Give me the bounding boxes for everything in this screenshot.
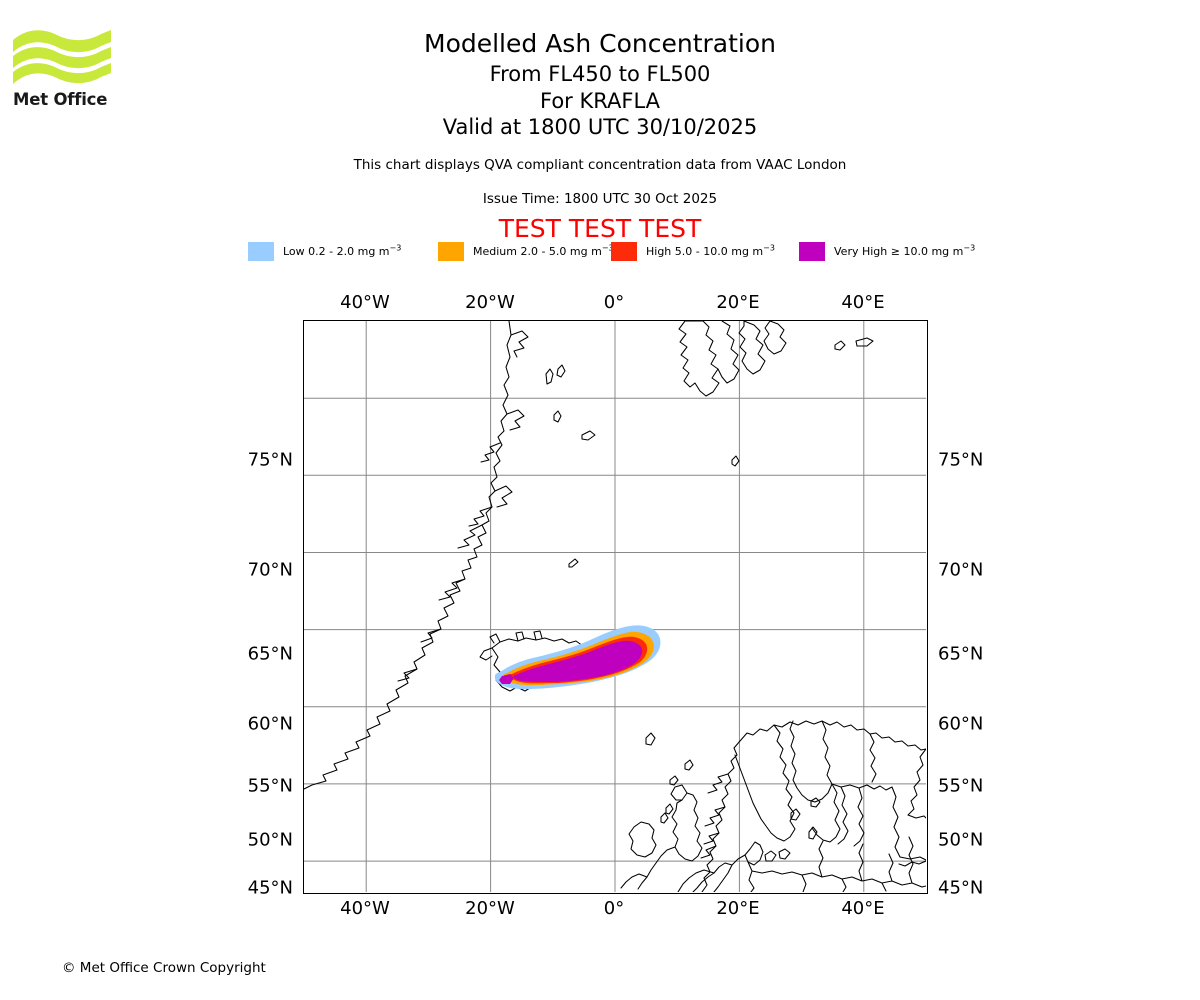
- legend-entry-low: Low 0.2 - 2.0 mg m−3: [248, 240, 401, 262]
- legend-label-medium: Medium 2.0 - 5.0 mg m−3: [473, 242, 614, 258]
- tick-top-20e: 20°E: [716, 292, 760, 313]
- ash-plume-contours: [494, 625, 661, 690]
- legend-entry-very-high: Very High ≥ 10.0 mg m−3: [799, 240, 975, 262]
- tick-bottom-20w: 20°W: [465, 898, 515, 919]
- legend-label-very-high: Very High ≥ 10.0 mg m−3: [834, 242, 976, 258]
- issue-time: Issue Time: 1800 UTC 30 Oct 2025: [482, 191, 718, 207]
- legend-swatch-high: [611, 241, 637, 261]
- tick-bottom-0: 0°: [603, 898, 625, 919]
- met-office-logo: Met Office: [13, 27, 113, 112]
- legend-entry-medium: Medium 2.0 - 5.0 mg m−3: [438, 240, 614, 262]
- ash-contour-very-high: [513, 640, 643, 682]
- met-office-wordmark: Met Office: [13, 90, 108, 109]
- volcano-name: For KRAFLA: [540, 89, 660, 113]
- legend-swatch-low: [248, 241, 274, 261]
- legend-label-high: High 5.0 - 10.0 mg m−3: [646, 242, 775, 258]
- tick-left-45n: 45°N: [247, 877, 293, 899]
- flight-level-range: From FL450 to FL500: [489, 62, 711, 86]
- tick-right-70n: 70°N: [938, 559, 984, 581]
- map-canvas: [304, 321, 926, 892]
- tick-right-55n: 55°N: [938, 775, 984, 797]
- tick-top-40e: 40°E: [841, 292, 885, 313]
- tick-left-75n: 75°N: [247, 449, 293, 471]
- coastlines: [304, 321, 926, 892]
- tick-top-40w: 40°W: [340, 292, 390, 313]
- met-office-wave-icon: [13, 30, 111, 84]
- concentration-legend: Low 0.2 - 2.0 mg m−3 Medium 2.0 - 5.0 mg…: [248, 240, 992, 262]
- tick-left-65n: 65°N: [247, 643, 293, 665]
- qva-note: This chart displays QVA compliant concen…: [353, 157, 847, 173]
- ash-source-cell: [499, 674, 514, 684]
- tick-top-0: 0°: [603, 292, 625, 313]
- copyright-notice: © Met Office Crown Copyright: [62, 960, 266, 976]
- legend-swatch-medium: [438, 241, 464, 261]
- test-banner: TEST TEST TEST: [498, 214, 702, 243]
- tick-left-55n: 55°N: [247, 775, 293, 797]
- page-title: Modelled Ash Concentration: [424, 29, 776, 58]
- tick-top-20w: 20°W: [465, 292, 515, 313]
- tick-left-50n: 50°N: [247, 829, 293, 851]
- tick-right-45n: 45°N: [938, 877, 984, 899]
- map-plot: [303, 320, 928, 894]
- tick-right-65n: 65°N: [938, 643, 984, 665]
- tick-right-75n: 75°N: [938, 449, 984, 471]
- tick-left-70n: 70°N: [247, 559, 293, 581]
- legend-label-low: Low 0.2 - 2.0 mg m−3: [283, 242, 402, 258]
- legend-swatch-very-high: [799, 241, 825, 261]
- tick-bottom-40w: 40°W: [340, 898, 390, 919]
- tick-left-60n: 60°N: [247, 713, 293, 735]
- tick-bottom-20e: 20°E: [716, 898, 760, 919]
- tick-right-60n: 60°N: [938, 713, 984, 735]
- valid-time: Valid at 1800 UTC 30/10/2025: [442, 115, 758, 139]
- legend-entry-high: High 5.0 - 10.0 mg m−3: [611, 240, 775, 262]
- tick-bottom-40e: 40°E: [841, 898, 885, 919]
- graticule-gridlines: [304, 321, 926, 892]
- tick-right-50n: 50°N: [938, 829, 984, 851]
- map-frame: [303, 320, 928, 894]
